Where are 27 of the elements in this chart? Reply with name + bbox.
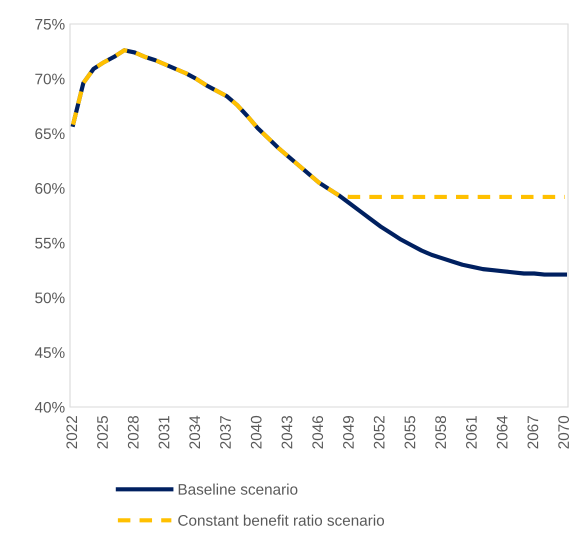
- y-tick-label: 60%: [35, 183, 65, 194]
- x-tick-label: 2049: [343, 416, 354, 449]
- x-tick-label: 2058: [435, 416, 446, 449]
- x-tick-label: 2025: [97, 416, 108, 449]
- x-tick-label: 2043: [282, 416, 292, 449]
- x-tick-label: 2046: [312, 416, 324, 449]
- x-tick-label: 2070: [558, 416, 570, 449]
- x-tick-label: 2031: [158, 416, 170, 449]
- y-tick-label: 65%: [35, 128, 65, 140]
- x-tick-label: 2037: [220, 416, 231, 449]
- y-tick-label: 70%: [35, 74, 65, 84]
- y-tick-label: 45%: [34, 347, 65, 358]
- legend-label: Constant benefit ratio scenario: [178, 514, 384, 526]
- x-tick-label: 2034: [189, 416, 200, 449]
- x-tick-label: 2061: [466, 416, 477, 449]
- legend-label: Baseline scenario: [178, 484, 298, 495]
- x-tick-label: 2067: [527, 416, 538, 449]
- y-tick-label: 40%: [34, 402, 65, 413]
- x-tick-label: 2052: [374, 416, 385, 449]
- x-tick-label: 2028: [128, 416, 139, 449]
- y-tick-label: 50%: [35, 292, 65, 304]
- x-tick-label: 2064: [496, 416, 508, 449]
- y-tick-label: 75%: [35, 18, 65, 30]
- y-tick-label: 55%: [35, 238, 65, 249]
- x-tick-label: 2040: [250, 416, 262, 449]
- x-tick-label: 2022: [66, 416, 78, 449]
- x-tick-label: 2055: [404, 416, 416, 449]
